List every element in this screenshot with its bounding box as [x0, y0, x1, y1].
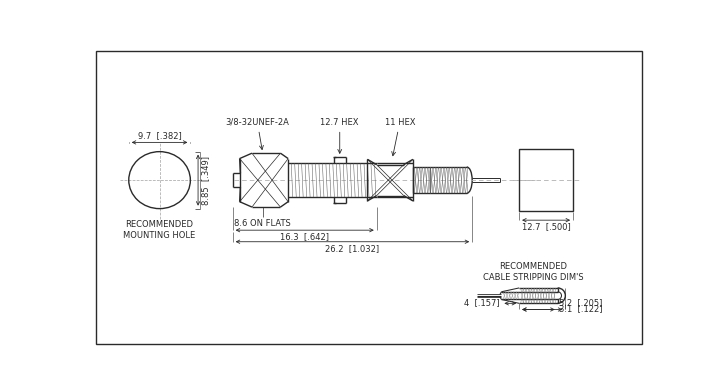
Text: 5.2  [.205]: 5.2 [.205] — [559, 298, 603, 307]
Text: 8.6 ON FLATS: 8.6 ON FLATS — [235, 219, 291, 228]
Bar — [519, 149, 573, 211]
Text: 11 HEX: 11 HEX — [384, 118, 415, 156]
Text: 12.7  [.500]: 12.7 [.500] — [522, 222, 570, 231]
Text: 16.3  [.642]: 16.3 [.642] — [280, 233, 329, 242]
Text: 3/8-32UNEF-2A: 3/8-32UNEF-2A — [225, 118, 289, 149]
Text: 9.7  [.382]: 9.7 [.382] — [138, 131, 181, 140]
Text: RECOMMENDED
MOUNTING HOLE: RECOMMENDED MOUNTING HOLE — [123, 220, 196, 240]
Text: 26.2  [1.032]: 26.2 [1.032] — [325, 244, 379, 253]
Text: 8.85  [.349]: 8.85 [.349] — [201, 156, 210, 204]
Text: RECOMMENDED
CABLE STRIPPING DIM'S: RECOMMENDED CABLE STRIPPING DIM'S — [483, 262, 584, 282]
Text: 4  [.157]: 4 [.157] — [464, 298, 500, 307]
Text: 3.1  [.122]: 3.1 [.122] — [559, 304, 603, 313]
Text: 12.7 HEX: 12.7 HEX — [320, 118, 359, 153]
